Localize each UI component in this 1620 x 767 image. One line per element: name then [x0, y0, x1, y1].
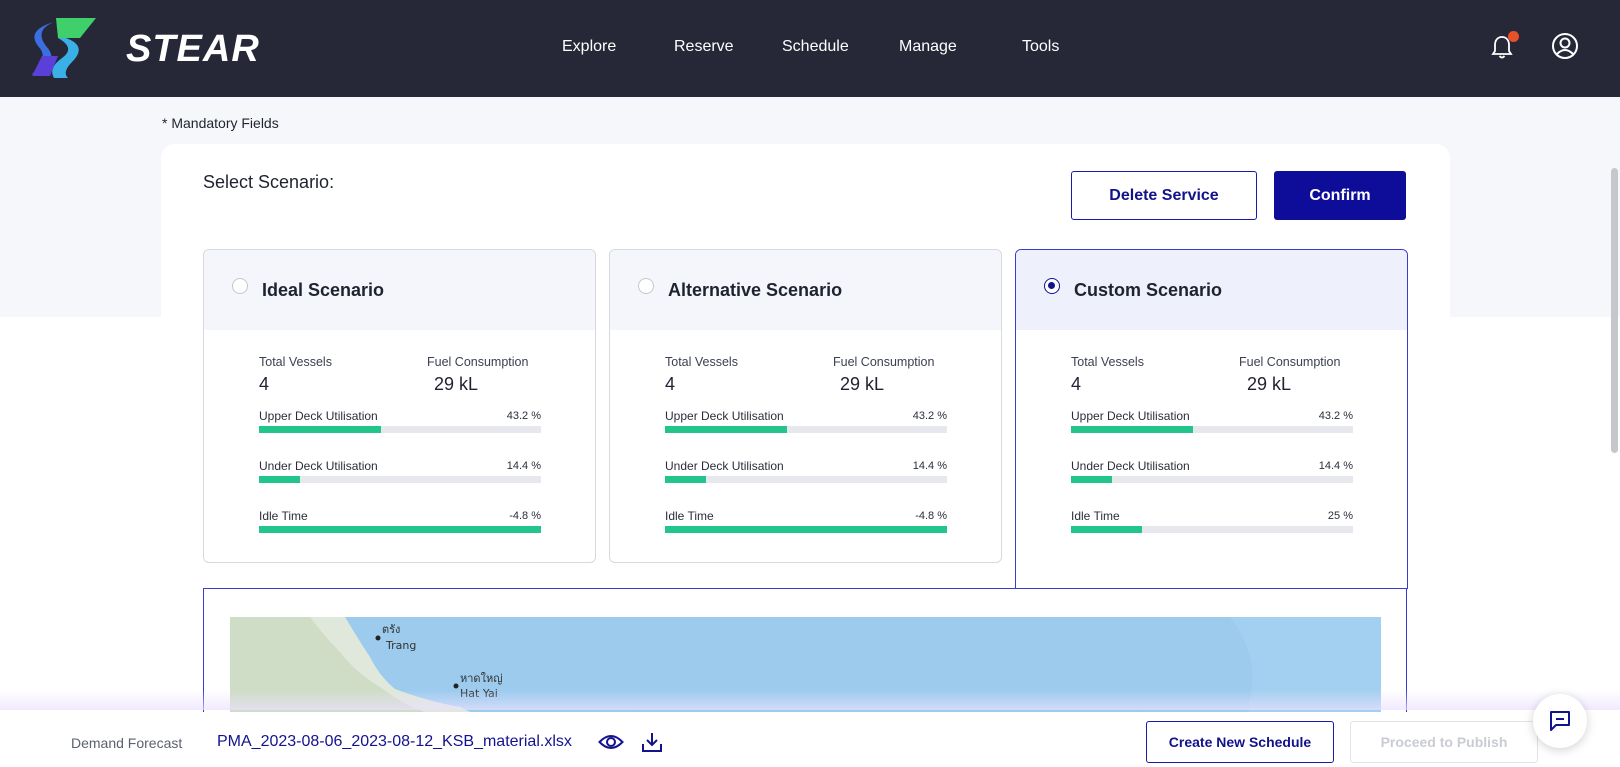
upper-deck-label: Upper Deck Utilisation: [1071, 409, 1190, 423]
bottom-shadow: [0, 690, 1620, 710]
total-vessels-label: Total Vessels: [259, 355, 332, 369]
fuel-consumption-label: Fuel Consumption: [833, 355, 935, 369]
idle-time-value: -4.8 %: [915, 510, 947, 522]
scenario-detail-frame: [203, 588, 1407, 767]
upper-deck-value: 43.2 %: [506, 410, 541, 422]
upper-deck-fill: [665, 426, 787, 433]
idle-time-value: -4.8 %: [509, 510, 541, 522]
chat-button[interactable]: [1533, 694, 1587, 748]
under-deck-bar: [259, 476, 541, 483]
delete-service-button[interactable]: Delete Service: [1071, 171, 1257, 220]
proceed-to-publish-button[interactable]: Proceed to Publish: [1350, 721, 1538, 763]
select-scenario-title: Select Scenario:: [203, 172, 335, 192]
idle-time-label: Idle Time: [259, 509, 308, 523]
map-label-hat-yai-thai: หาดใหญ่: [460, 672, 503, 685]
under-deck-fill: [1071, 476, 1112, 483]
upper-deck-fill: [1071, 426, 1193, 433]
scenario-radio-ideal[interactable]: [232, 278, 248, 294]
card-header: [204, 250, 595, 330]
upper-deck-label: Upper Deck Utilisation: [259, 409, 378, 423]
confirm-button[interactable]: Confirm: [1274, 171, 1406, 220]
eye-icon[interactable]: [598, 731, 624, 753]
upper-deck-bar: [1071, 426, 1353, 433]
idle-time-value: 25 %: [1327, 510, 1353, 522]
scenario-radio-custom[interactable]: [1044, 278, 1060, 294]
map-label-trang: Trang: [385, 639, 416, 652]
top-navigation-bar: STEAR Explore Reserve Schedule Manage To…: [0, 0, 1620, 97]
under-deck-fill: [259, 476, 300, 483]
idle-time-bar: [1071, 526, 1353, 533]
logo-mark-icon: [32, 18, 96, 78]
upper-deck-fill: [259, 426, 381, 433]
idle-time-bar: [665, 526, 947, 533]
fuel-consumption-value: 29 kL: [434, 374, 479, 394]
card-header: [610, 250, 1001, 330]
under-deck-label: Under Deck Utilisation: [259, 459, 378, 473]
scenario-radio-alternative[interactable]: [638, 278, 654, 294]
bell-icon[interactable]: [1490, 34, 1514, 60]
idle-time-bar: [259, 526, 541, 533]
scenario-card-alternative[interactable]: Alternative Scenario Total Vessels 4 Fue…: [609, 249, 1002, 563]
fuel-consumption-value: 29 kL: [840, 374, 885, 394]
total-vessels-label: Total Vessels: [665, 355, 738, 369]
nav-explore[interactable]: Explore: [562, 38, 617, 55]
under-deck-label: Under Deck Utilisation: [1071, 459, 1190, 473]
nav-manage[interactable]: Manage: [899, 38, 957, 55]
map-label-trang-thai: ตรัง: [382, 623, 400, 636]
demand-forecast-label: Demand Forecast: [71, 735, 183, 751]
mandatory-note: * Mandatory Fields: [162, 115, 279, 131]
chat-icon: [1550, 711, 1570, 731]
brand-name: STEAR: [126, 28, 260, 70]
scenario-title: Ideal Scenario: [262, 280, 385, 300]
user-icon[interactable]: [1551, 32, 1579, 60]
fuel-consumption-label: Fuel Consumption: [1239, 355, 1341, 369]
stear-logo[interactable]: STEAR: [28, 16, 259, 80]
upper-deck-bar: [665, 426, 947, 433]
nav-schedule[interactable]: Schedule: [782, 38, 849, 55]
total-vessels-value: 4: [259, 374, 270, 394]
upper-deck-value: 43.2 %: [1318, 410, 1353, 422]
idle-time-fill: [1071, 526, 1142, 533]
scenario-card-ideal[interactable]: Ideal Scenario Total Vessels 4 Fuel Cons…: [203, 249, 596, 563]
under-deck-bar: [665, 476, 947, 483]
fuel-consumption-label: Fuel Consumption: [427, 355, 529, 369]
total-vessels-value: 4: [665, 374, 676, 394]
scenario-title: Alternative Scenario: [668, 280, 843, 300]
scenario-card-custom[interactable]: Custom Scenario Total Vessels 4 Fuel Con…: [1015, 249, 1408, 589]
upper-deck-value: 43.2 %: [912, 410, 947, 422]
notification-badge: [1508, 31, 1519, 42]
under-deck-value: 14.4 %: [506, 460, 541, 472]
idle-time-label: Idle Time: [1071, 509, 1120, 523]
idle-time-fill: [259, 526, 541, 533]
demand-forecast-file-link[interactable]: PMA_2023-08-06_2023-08-12_KSB_material.x…: [217, 733, 572, 750]
fuel-consumption-value: 29 kL: [1247, 374, 1292, 394]
nav-tools[interactable]: Tools: [1022, 38, 1060, 55]
idle-time-label: Idle Time: [665, 509, 714, 523]
total-vessels-label: Total Vessels: [1071, 355, 1144, 369]
create-new-schedule-button[interactable]: Create New Schedule: [1146, 721, 1334, 763]
idle-time-fill: [665, 526, 947, 533]
under-deck-bar: [1071, 476, 1353, 483]
under-deck-value: 14.4 %: [912, 460, 947, 472]
under-deck-label: Under Deck Utilisation: [665, 459, 784, 473]
page-scrollbar[interactable]: [1611, 168, 1618, 453]
upper-deck-bar: [259, 426, 541, 433]
under-deck-value: 14.4 %: [1318, 460, 1353, 472]
under-deck-fill: [665, 476, 706, 483]
scenario-title: Custom Scenario: [1074, 280, 1223, 300]
nav-reserve[interactable]: Reserve: [674, 38, 734, 55]
card-header: [1016, 250, 1407, 330]
download-icon[interactable]: [640, 730, 664, 754]
upper-deck-label: Upper Deck Utilisation: [665, 409, 784, 423]
total-vessels-value: 4: [1071, 374, 1082, 394]
